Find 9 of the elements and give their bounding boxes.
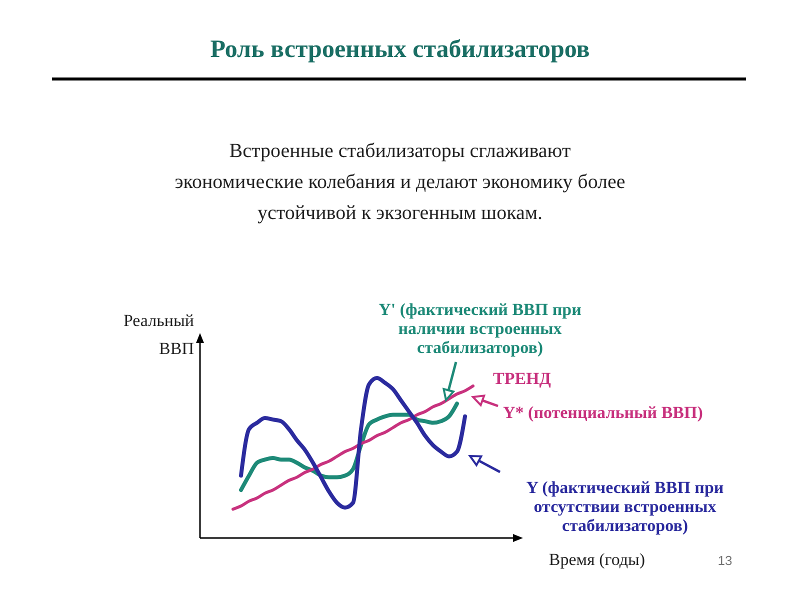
text: ТРЕНД xyxy=(493,369,552,388)
text: 13 xyxy=(718,553,732,568)
chart-subtitle: Встроенные стабилизаторы сглаживают экономические колебания и делают экономику более устойчивой к экзогенным шокам. xyxy=(174,140,626,224)
text: Y (фактический ВВП при отсутствии встроенных стабилизаторов) xyxy=(526,478,724,535)
y-axis-title: Реальный ВВП xyxy=(123,311,194,358)
x-axis-title: Время (годы) xyxy=(548,550,646,569)
chart-title: Роль встроенных стабилизаторов xyxy=(210,36,590,63)
legend-label: Y* (потенциальный ВВП) xyxy=(503,403,703,422)
text: Y' (фактический ВВП при наличии встроенных стабилизаторов) xyxy=(378,300,582,357)
